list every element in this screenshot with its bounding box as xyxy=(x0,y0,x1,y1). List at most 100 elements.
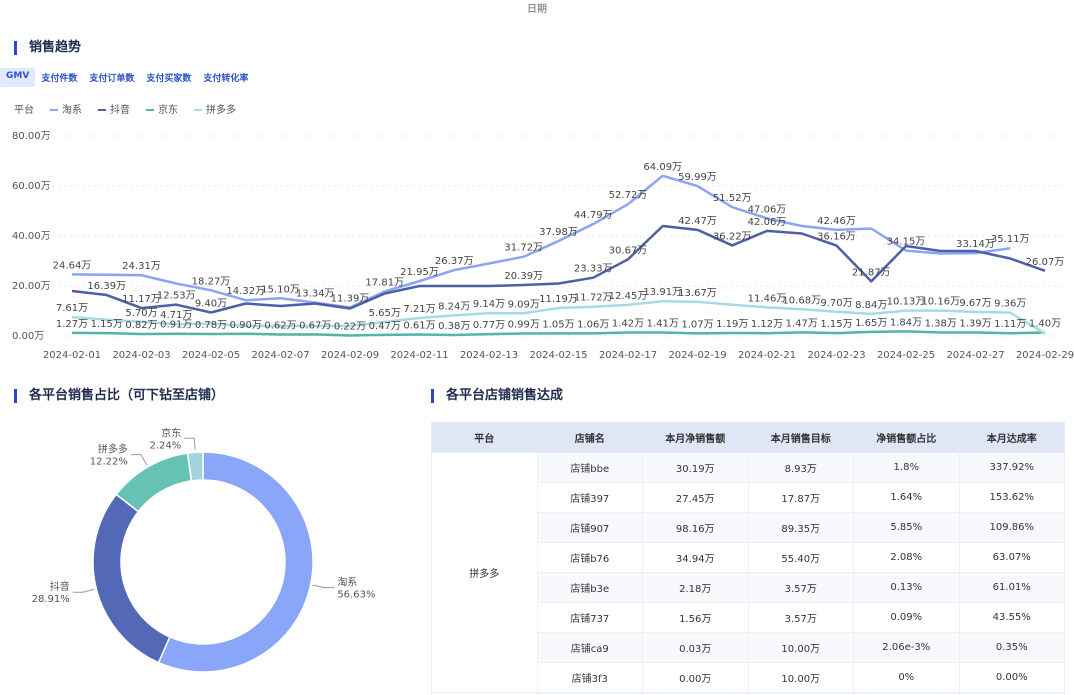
data-label: 35.11万 xyxy=(991,234,1030,245)
table-cell: 2.06e-3% xyxy=(853,632,960,663)
table-cell: 1.64% xyxy=(853,482,960,513)
legend-label: 抖音 xyxy=(110,103,130,116)
legend-label: 京东 xyxy=(158,103,178,116)
data-label: 13.34万 xyxy=(296,289,335,300)
header-row: 平台 店铺名 本月净销售额 本月销售目标 净销售额占比 本月达成率 xyxy=(431,422,1065,453)
series-line xyxy=(71,299,1046,335)
x-tick-label: 2024-02-11 xyxy=(390,350,448,361)
data-label: 24.64万 xyxy=(53,260,92,271)
data-label: 21.87万 xyxy=(852,267,891,278)
table-cell: 61.01% xyxy=(958,572,1065,603)
x-tick-label: 2024-02-29 xyxy=(1016,350,1074,361)
data-label: 59.99万 xyxy=(678,172,717,183)
data-label: 1.38万 xyxy=(925,319,957,330)
data-label: 0.77万 xyxy=(473,320,505,331)
x-tick-label: 2024-02-03 xyxy=(112,350,170,361)
data-label: 36.22万 xyxy=(713,231,752,242)
legend-label: 淘系 xyxy=(62,103,82,116)
x-tick-label: 2024-02-09 xyxy=(321,350,379,361)
data-label: 7.61万 xyxy=(56,303,88,314)
tab[interactable]: 支付买家数 xyxy=(146,74,192,84)
tab[interactable]: GMV xyxy=(0,68,36,87)
data-label: 1.15万 xyxy=(820,319,852,330)
x-tick-label: 2024-02-01 xyxy=(43,350,101,361)
table-cell: 0% xyxy=(853,662,960,693)
data-label: 9.14万 xyxy=(473,299,505,310)
data-label: 0.78万 xyxy=(195,320,227,331)
data-label: 30.67万 xyxy=(609,245,648,256)
section-title: 各平台销售占比（可下钻至店铺） xyxy=(14,389,224,403)
table-cell: 5.85% xyxy=(853,512,960,543)
column-header: 净销售额占比 xyxy=(853,422,960,453)
data-label: 8.24万 xyxy=(438,301,470,312)
table-cell: 63.07% xyxy=(958,542,1065,573)
table-cell: 2.08% xyxy=(853,542,960,573)
table-cell: 店铺bbe xyxy=(536,452,643,483)
pie-slice xyxy=(92,493,171,664)
data-label: 9.09万 xyxy=(508,299,540,310)
y-tick-label: 80.00万 xyxy=(12,131,51,142)
table-cell: 1.56万 xyxy=(642,602,749,633)
table-cell: 109.86% xyxy=(958,512,1065,543)
tab[interactable]: 支付件数 xyxy=(41,74,78,84)
x-tick-label: 2024-02-05 xyxy=(182,350,240,361)
table-cell: 0.13% xyxy=(853,572,960,603)
data-label: 9.36万 xyxy=(994,299,1026,310)
slice-label: 拼多多 xyxy=(98,443,128,456)
table-cell: 98.16万 xyxy=(642,512,749,543)
table-row: 店铺d59806.83万400.00万48.06%201.71% xyxy=(431,692,1065,695)
slice-value: 12.22% xyxy=(90,457,128,468)
data-label: 10.13万 xyxy=(887,297,926,308)
series-line xyxy=(71,330,1046,337)
tab[interactable]: 支付转化率 xyxy=(203,74,249,84)
data-label: 26.07万 xyxy=(1026,257,1065,268)
data-label: 1.41万 xyxy=(647,318,679,329)
column-header: 本月达成率 xyxy=(958,422,1065,453)
table-cell: 0.35% xyxy=(958,632,1065,663)
data-label: 0.61万 xyxy=(403,320,435,331)
data-label: 9.40万 xyxy=(195,299,227,310)
data-label: 20.39万 xyxy=(504,271,543,282)
data-label: 31.72万 xyxy=(504,243,543,254)
data-label: 8.84万 xyxy=(855,300,887,311)
data-label: 15.10万 xyxy=(261,284,300,295)
data-label: 11.46万 xyxy=(748,293,787,304)
table-cell: 0.00% xyxy=(958,662,1065,693)
table-cell: 337.92% xyxy=(958,452,1065,483)
table-row: 店铺ca9 0.03万 10.00万 2.06e-3% 0.35% xyxy=(432,632,1065,663)
table-cell: 17.87万 xyxy=(747,482,854,513)
leader-line xyxy=(72,588,95,593)
x-tick-label: 2024-02-19 xyxy=(668,350,726,361)
table-cell: 8.93万 xyxy=(747,452,854,483)
x-tick-label: 2024-02-23 xyxy=(807,350,865,361)
data-label: 11.17万 xyxy=(122,294,161,305)
data-label: 10.16万 xyxy=(921,297,960,308)
data-label: 10.68万 xyxy=(782,295,821,306)
tabs: GMV 支付件数 支付订单数 支付买家数 支付转化率 xyxy=(0,68,254,87)
data-label: 1.42万 xyxy=(612,318,644,329)
data-label: 18.27万 xyxy=(192,276,231,287)
slice-value: 2.24% xyxy=(149,440,181,451)
data-label: 1.15万 xyxy=(91,319,123,330)
series-line xyxy=(71,174,1011,309)
data-label: 9.67万 xyxy=(959,298,991,309)
y-tick-label: 0.00万 xyxy=(12,331,44,342)
table-cell: 201.71% xyxy=(958,692,1065,695)
data-label: 11.72万 xyxy=(574,293,613,304)
data-label: 33.14万 xyxy=(956,239,995,250)
table-cell: 2.18万 xyxy=(642,572,749,603)
data-label: 11.19万 xyxy=(539,294,578,305)
leader-line xyxy=(184,437,196,451)
table-cell: 0.00万 xyxy=(642,662,749,693)
y-tick-label: 60.00万 xyxy=(12,181,51,192)
column-header: 平台 xyxy=(431,422,538,453)
data-label: 44.79万 xyxy=(574,210,613,221)
data-label: 64.09万 xyxy=(643,162,682,173)
tab[interactable]: 支付订单数 xyxy=(89,74,135,84)
data-label: 1.39万 xyxy=(959,319,991,330)
slice-label: 淘系 xyxy=(337,576,357,589)
table: 平台 店铺名 本月净销售额 本月销售目标 净销售额占比 本月达成率 拼多多 店铺bbe 30.1… xyxy=(431,422,1065,695)
x-tick-label: 2024-02-21 xyxy=(738,350,796,361)
table-cell: 3.57万 xyxy=(747,602,854,633)
table-cell: 店铺397 xyxy=(536,482,643,513)
